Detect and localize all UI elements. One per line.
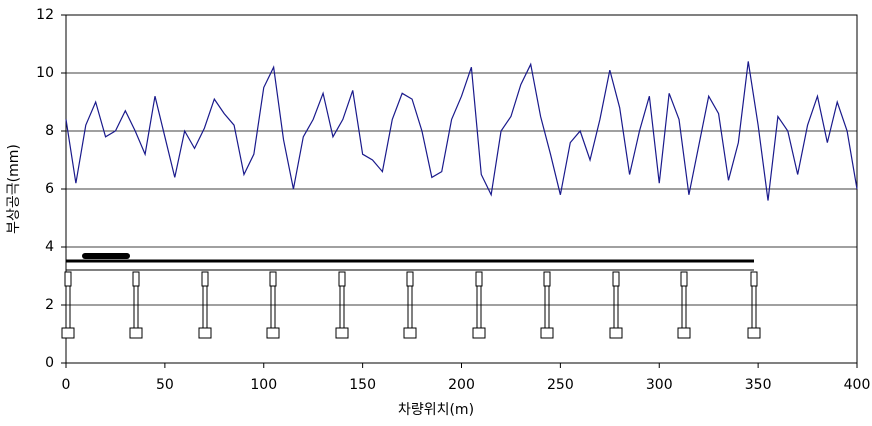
- pier-base: [335, 327, 349, 339]
- y-tick-label: 2: [45, 297, 54, 313]
- y-tick-label: 6: [45, 181, 54, 197]
- y-axis-label: 부상공극(mm): [6, 144, 22, 234]
- pier-cap: [406, 271, 414, 287]
- pier-base: [61, 327, 75, 339]
- x-tick-label: 150: [349, 377, 376, 393]
- y-tick-label: 8: [45, 123, 54, 139]
- y-tick-label: 10: [36, 65, 54, 81]
- pier-base: [609, 327, 623, 339]
- pier-cap: [543, 271, 551, 287]
- pier-base: [747, 327, 761, 339]
- x-tick-label: 350: [745, 377, 772, 393]
- pier-cap: [750, 271, 758, 287]
- x-tick-label: 50: [156, 377, 174, 393]
- pier-base: [540, 327, 554, 339]
- x-tick-label: 100: [250, 377, 277, 393]
- pier-base: [403, 327, 417, 339]
- x-tick-label: 400: [844, 377, 871, 393]
- vehicle: [82, 253, 130, 259]
- x-axis-label: 차량위치(m): [398, 402, 474, 418]
- pier-base: [129, 327, 143, 339]
- pier-cap: [201, 271, 209, 287]
- pier-cap: [338, 271, 346, 287]
- x-tick-label: 250: [547, 377, 574, 393]
- y-tick-label: 4: [45, 239, 54, 255]
- y-tick-label: 12: [36, 7, 54, 23]
- pier-cap: [612, 271, 620, 287]
- pier-base: [266, 327, 280, 339]
- x-tick-label: 0: [62, 377, 71, 393]
- pier-cap: [64, 271, 72, 287]
- pier-cap: [132, 271, 140, 287]
- pier-base: [472, 327, 486, 339]
- x-tick-label: 300: [646, 377, 673, 393]
- pier-base: [677, 327, 691, 339]
- pier-cap: [475, 271, 483, 287]
- pier-cap: [269, 271, 277, 287]
- pier-base: [198, 327, 212, 339]
- data-line: [65, 61, 858, 201]
- pier-cap: [680, 271, 688, 287]
- x-tick-label: 200: [448, 377, 475, 393]
- y-tick-label: 0: [45, 355, 54, 371]
